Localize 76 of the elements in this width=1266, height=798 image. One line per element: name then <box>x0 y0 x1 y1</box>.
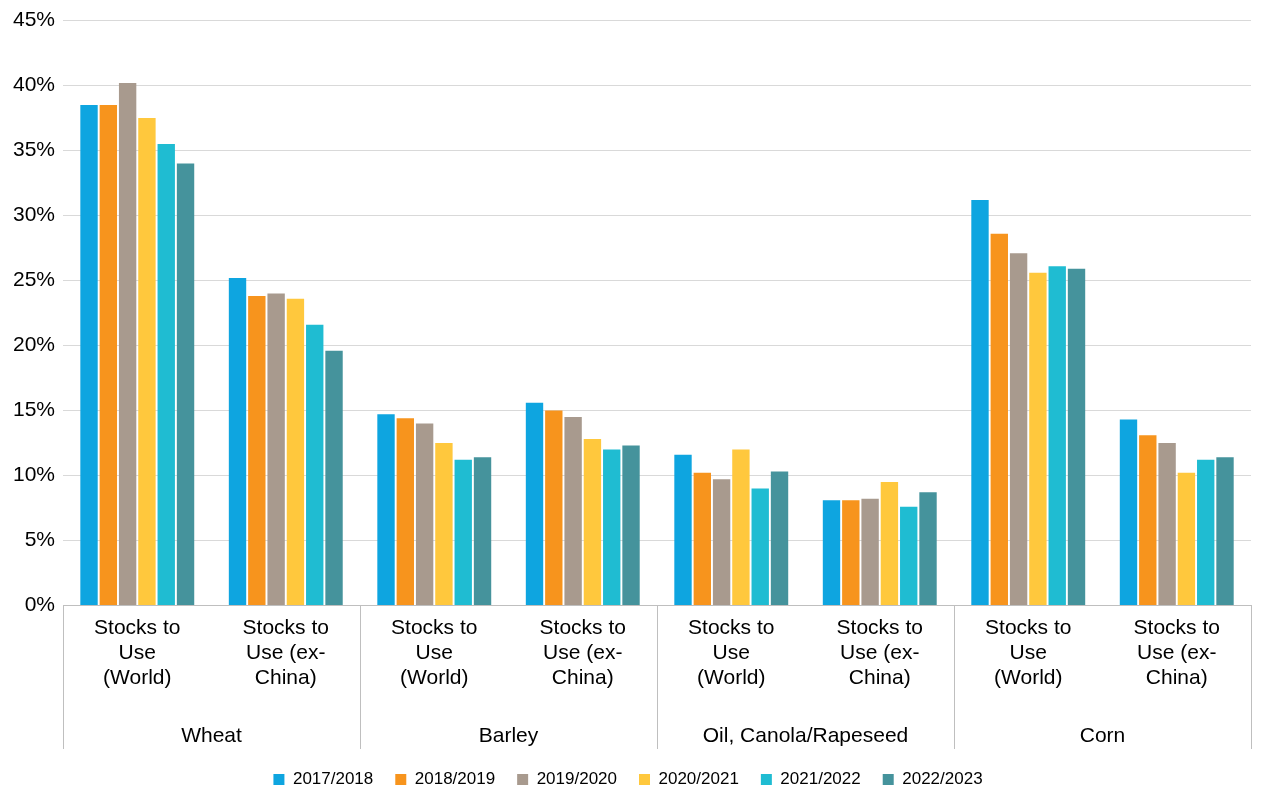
bar <box>603 449 621 605</box>
bar <box>118 82 137 605</box>
bar <box>732 449 750 605</box>
bar <box>306 324 324 605</box>
bar <box>396 418 414 605</box>
bar <box>674 454 692 605</box>
bar <box>545 410 563 605</box>
bar <box>325 350 343 605</box>
bar <box>138 118 156 605</box>
x-tick-label: Stocks to Use (ex-China) <box>539 614 626 689</box>
x-tick-label: Stocks to Use (World) <box>688 614 775 689</box>
y-tick-label: 30% <box>13 202 56 226</box>
bar <box>1009 253 1028 605</box>
y-tick-label: 40% <box>13 72 56 96</box>
bar <box>1216 457 1234 605</box>
bar <box>822 500 841 605</box>
bar <box>1139 435 1157 605</box>
bar <box>415 423 434 605</box>
text: Oil, Canola/Rapeseed <box>702 723 909 747</box>
x-tick-label: Stocks to Use (ex-China) <box>242 614 329 689</box>
bar <box>99 105 118 605</box>
bar <box>1048 266 1066 605</box>
bar <box>622 445 640 605</box>
y-tick-label: 25% <box>13 267 56 291</box>
x-tick-label: Stocks to Use (ex-China) <box>1133 614 1220 689</box>
text: Corn <box>1079 723 1126 747</box>
y-tick-label: 10% <box>13 462 56 486</box>
bar <box>842 500 860 605</box>
legend-label: 2017/2018 <box>292 769 374 789</box>
bar <box>919 492 937 605</box>
bar <box>248 296 266 605</box>
bar <box>861 498 879 605</box>
y-tick-label: 15% <box>13 397 56 421</box>
y-tick-label: 35% <box>13 137 56 161</box>
bar <box>80 105 98 605</box>
bar <box>971 199 989 605</box>
bar <box>286 298 305 605</box>
bar <box>267 293 285 605</box>
bar <box>525 402 544 605</box>
bar <box>176 163 195 605</box>
x-tick-label: Stocks to Use (World) <box>985 614 1072 689</box>
legend-label: 2021/2022 <box>780 769 861 789</box>
bar <box>377 414 395 605</box>
bar <box>751 488 769 605</box>
text: Barley <box>478 723 539 747</box>
bar <box>435 442 453 605</box>
bar <box>770 471 789 605</box>
y-tick-label: 0% <box>24 592 56 616</box>
y-tick-label: 20% <box>13 332 56 356</box>
bar <box>1177 472 1196 605</box>
legend-label: 2019/2020 <box>536 769 618 789</box>
y-tick-label: 5% <box>24 527 56 551</box>
bar <box>583 439 602 605</box>
y-tick-label: 45% <box>13 7 56 31</box>
bar <box>693 472 711 605</box>
bar <box>712 479 731 605</box>
x-tick-label: Stocks to Use (World) <box>94 614 181 689</box>
bar <box>564 416 582 605</box>
bar <box>1029 272 1047 605</box>
bar <box>157 144 175 605</box>
bar <box>1067 268 1086 605</box>
bar <box>900 506 918 605</box>
bar <box>1119 419 1138 605</box>
x-tick-label: Stocks to Use (World) <box>391 614 478 689</box>
bar <box>990 233 1008 605</box>
bar <box>880 481 899 605</box>
x-tick-label: Stocks to Use (ex-China) <box>836 614 923 689</box>
bar <box>473 457 492 605</box>
legend-label: 2020/2021 <box>658 769 739 789</box>
legend-label: 2022/2023 <box>902 769 983 789</box>
legend-label: 2018/2019 <box>414 769 496 789</box>
bar <box>1158 442 1176 605</box>
bar <box>228 277 247 605</box>
bar <box>454 459 472 605</box>
text: Wheat <box>181 723 243 747</box>
bar <box>1197 459 1215 605</box>
